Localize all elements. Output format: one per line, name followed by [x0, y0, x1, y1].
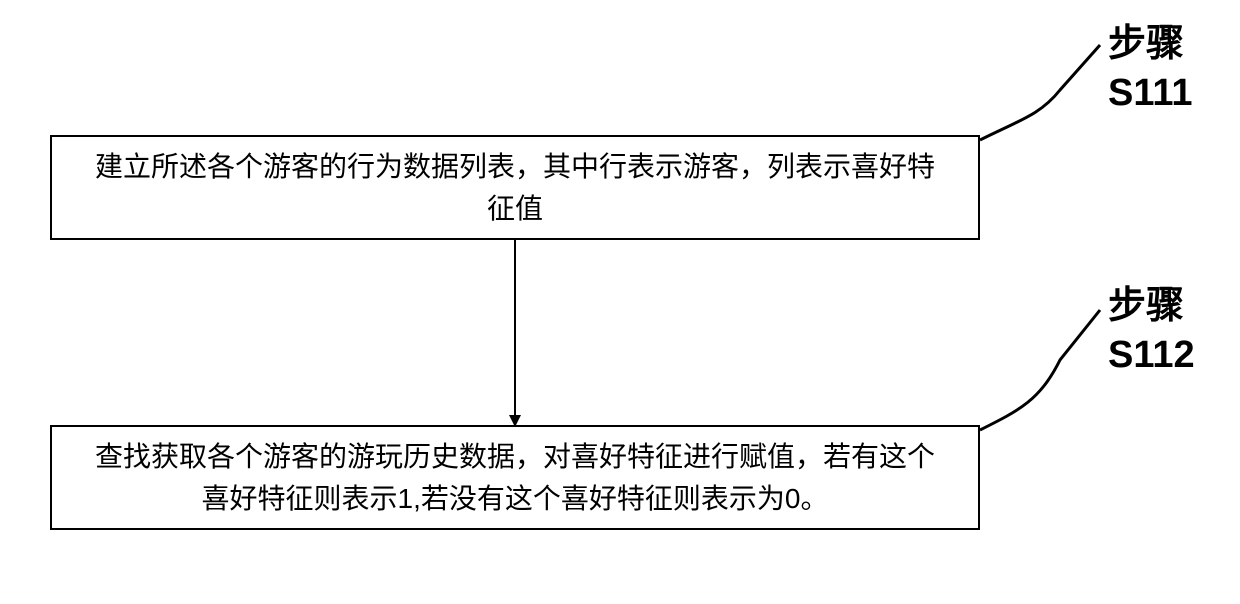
step-box-s112: 查找获取各个游客的游玩历史数据，对喜好特征进行赋值，若有这个喜好特征则表示1,若… — [50, 425, 980, 530]
step-label-s111: 步骤 S111 — [1108, 20, 1193, 119]
flowchart-canvas: 建立所述各个游客的行为数据列表，其中行表示游客，列表示喜好特征值 查找获取各个游… — [0, 0, 1240, 604]
step-box-s111-text: 建立所述各个游客的行为数据列表，其中行表示游客，列表示喜好特征值 — [82, 146, 948, 230]
step-box-s112-text: 查找获取各个游客的游玩历史数据，对喜好特征进行赋值，若有这个喜好特征则表示1,若… — [82, 436, 948, 520]
step-box-s111: 建立所述各个游客的行为数据列表，其中行表示游客，列表示喜好特征值 — [50, 135, 980, 240]
leader-line-s112 — [980, 310, 1100, 430]
step-label-s112: 步骤 S112 — [1108, 282, 1195, 381]
leader-line-s111 — [980, 45, 1100, 140]
